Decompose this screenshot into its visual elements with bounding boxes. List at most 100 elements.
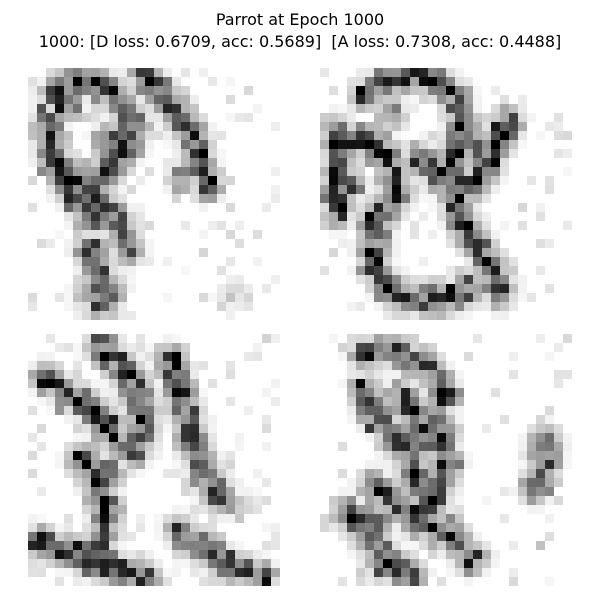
generated-image-bottom-right-pixel: [536, 469, 546, 479]
generated-image-top-right-pixel: [374, 302, 384, 312]
generated-image-top-left-pixel: [55, 86, 65, 96]
generated-image-bottom-right-pixel: [347, 388, 357, 398]
generated-image-top-left-pixel: [82, 221, 92, 231]
generated-image-bottom-left-pixel: [118, 379, 128, 389]
generated-image-top-right-pixel: [437, 149, 447, 159]
generated-image-bottom-left-pixel: [100, 568, 110, 578]
generated-image-bottom-left-pixel: [91, 532, 101, 542]
generated-image-bottom-right-pixel: [392, 514, 402, 524]
generated-image-bottom-left-pixel: [55, 577, 65, 586]
generated-image-top-right-pixel: [428, 167, 438, 177]
generated-image-top-right-pixel: [455, 230, 465, 240]
generated-image-top-right-pixel: [455, 158, 465, 168]
generated-image-bottom-right-pixel: [401, 523, 411, 533]
generated-image-bottom-left-pixel: [118, 388, 128, 398]
generated-image-bottom-left-pixel: [100, 397, 110, 407]
generated-image-top-left-pixel: [217, 302, 227, 312]
generated-image-top-left-pixel: [100, 95, 110, 105]
generated-image-top-left-pixel: [118, 203, 128, 213]
generated-image-top-left-pixel: [82, 257, 92, 267]
generated-image-bottom-right-pixel: [383, 478, 393, 488]
generated-image-top-right-pixel: [491, 86, 501, 96]
generated-image-top-right-pixel: [401, 302, 411, 312]
generated-image-bottom-left-pixel: [190, 451, 200, 461]
generated-image-bottom-right-pixel: [437, 424, 447, 434]
generated-image-bottom-left-pixel: [181, 505, 191, 515]
generated-image-bottom-right-pixel: [482, 568, 492, 578]
generated-image-bottom-right-pixel: [365, 415, 375, 425]
generated-image-bottom-left-pixel: [91, 550, 101, 560]
generated-image-bottom-right-pixel: [401, 577, 411, 586]
generated-image-bottom-left-pixel: [82, 505, 92, 515]
generated-image-top-right-pixel: [464, 248, 474, 258]
generated-image-bottom-left-pixel: [199, 559, 209, 569]
generated-image-bottom-right-pixel: [410, 370, 420, 380]
generated-image-top-left-pixel: [37, 140, 47, 150]
generated-image-bottom-left-pixel: [190, 568, 200, 578]
generated-image-top-right-pixel: [545, 122, 555, 132]
generated-image-bottom-right-pixel: [545, 532, 555, 542]
generated-image-bottom-left-pixel: [100, 361, 110, 371]
generated-image-bottom-left-pixel: [199, 541, 209, 551]
generated-image-bottom-left-pixel: [118, 370, 128, 380]
generated-image-bottom-right-pixel: [410, 478, 420, 488]
generated-image-bottom-right-pixel: [338, 442, 348, 452]
generated-image-bottom-left-pixel: [163, 523, 173, 533]
generated-image-bottom-left-pixel: [127, 442, 137, 452]
generated-image-bottom-left-pixel: [118, 451, 128, 461]
generated-image-top-right-pixel: [491, 176, 501, 186]
generated-image-bottom-right-pixel: [473, 568, 483, 578]
generated-image-top-left-pixel: [172, 140, 182, 150]
generated-image-bottom-left-pixel: [37, 388, 47, 398]
generated-image-bottom-left-pixel: [28, 550, 38, 560]
generated-image-bottom-left-pixel: [127, 550, 137, 560]
generated-image-bottom-right-pixel: [545, 469, 555, 479]
generated-image-top-right-pixel: [437, 95, 447, 105]
generated-image-top-left-pixel: [100, 113, 110, 123]
generated-image-top-right-pixel: [410, 167, 420, 177]
generated-image-top-right-pixel: [428, 293, 438, 303]
generated-image-top-left-pixel: [46, 95, 56, 105]
generated-image-top-right-pixel: [482, 302, 492, 312]
generated-image-bottom-left-pixel: [82, 451, 92, 461]
generated-image-bottom-left-pixel: [235, 496, 245, 506]
generated-image-bottom-right-pixel: [410, 415, 420, 425]
generated-image-bottom-left-pixel: [73, 442, 83, 452]
generated-image-top-right-pixel: [455, 275, 465, 285]
generated-image-bottom-right-pixel: [392, 415, 402, 425]
generated-image-top-left-pixel: [46, 113, 56, 123]
generated-image-top-left-pixel: [55, 149, 65, 159]
generated-image-bottom-right-pixel: [536, 334, 546, 344]
generated-image-bottom-right-pixel: [383, 577, 393, 586]
generated-image-bottom-right-pixel: [446, 460, 456, 470]
generated-image-bottom-left-pixel: [91, 397, 101, 407]
generated-image-top-right-pixel: [500, 167, 510, 177]
generated-image-bottom-right-pixel: [410, 487, 420, 497]
generated-image-top-left-pixel: [100, 131, 110, 141]
generated-image-bottom-left-pixel: [55, 460, 65, 470]
generated-image-top-left-pixel: [118, 266, 128, 276]
generated-image-bottom-left-pixel: [172, 514, 182, 524]
generated-image-top-left-pixel: [37, 77, 47, 87]
generated-image-bottom-left-pixel: [100, 460, 110, 470]
generated-image-top-left-pixel: [109, 131, 119, 141]
generated-image-bottom-left-pixel: [163, 469, 173, 479]
generated-image-top-right-pixel: [500, 266, 510, 276]
generated-image-bottom-left-pixel: [208, 460, 218, 470]
generated-image-top-left-pixel: [217, 185, 227, 195]
generated-image-bottom-left-pixel: [109, 406, 119, 416]
generated-image-bottom-right-pixel: [536, 487, 546, 497]
generated-image-top-right-pixel: [320, 131, 330, 141]
generated-image-top-right-pixel: [482, 122, 492, 132]
generated-image-bottom-left-pixel: [262, 424, 272, 434]
generated-image-top-left-pixel: [163, 293, 173, 303]
generated-image-top-left-pixel: [163, 122, 173, 132]
generated-image-bottom-left-pixel: [91, 505, 101, 515]
generated-image-top-left-pixel: [109, 257, 119, 267]
generated-image-top-right-pixel: [428, 311, 438, 320]
generated-image-bottom-right-pixel: [356, 397, 366, 407]
generated-image-top-right-pixel: [482, 284, 492, 294]
generated-image-bottom-right-pixel: [473, 550, 483, 560]
generated-image-top-left-pixel: [136, 77, 146, 87]
generated-image-top-right-pixel: [365, 221, 375, 231]
